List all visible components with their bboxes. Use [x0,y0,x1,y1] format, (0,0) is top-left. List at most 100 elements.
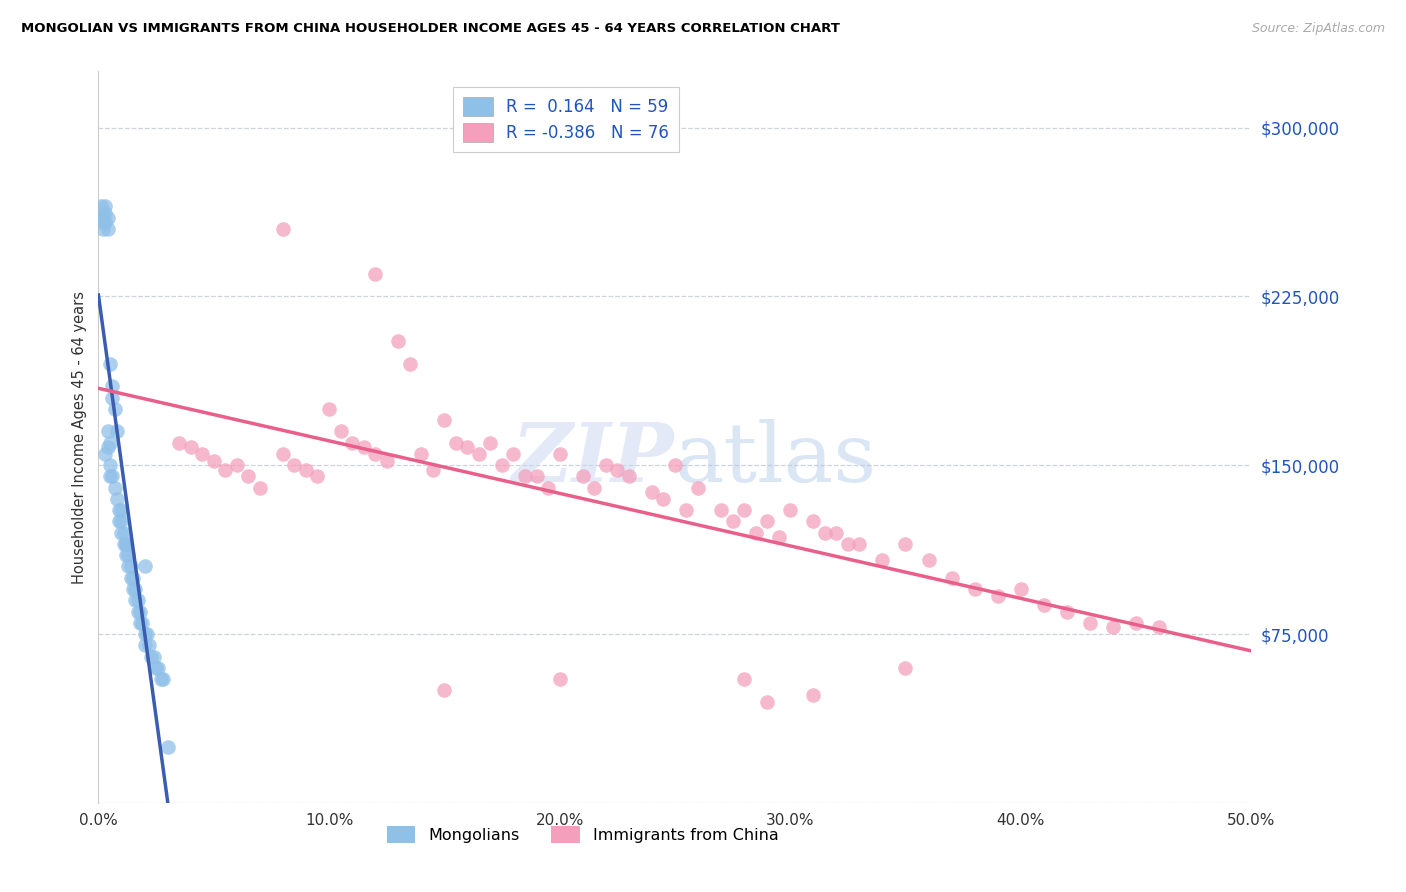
Point [756,515,779,529]
Text: Source: ZipAtlas.com: Source: ZipAtlas.com [1251,22,1385,36]
Point [963,582,986,596]
Point [117,559,139,574]
Point [1102,620,1125,634]
Point [595,458,617,473]
Point [1125,615,1147,630]
Point [411,447,433,461]
Point [468,447,491,461]
Point [148,661,170,675]
Point [110,515,132,529]
Point [120,559,142,574]
Point [1010,582,1032,596]
Point [548,447,571,461]
Point [103,481,125,495]
Point [97,222,120,236]
Point [122,571,145,585]
Point [686,481,709,495]
Point [180,440,202,454]
Point [375,453,398,467]
Point [768,530,790,544]
Point [606,463,628,477]
Point [91,211,114,225]
Point [152,672,174,686]
Point [814,525,837,540]
Point [97,440,120,454]
Point [97,425,120,439]
Point [307,469,329,483]
Point [894,537,917,551]
Point [353,440,375,454]
Point [91,222,114,236]
Point [127,593,149,607]
Point [117,548,139,562]
Point [444,435,467,450]
Point [134,627,156,641]
Point [167,435,190,450]
Point [135,627,157,641]
Point [941,571,963,585]
Point [191,447,214,461]
Point [105,491,128,506]
Point [583,481,606,495]
Point [110,503,132,517]
Point [202,453,225,467]
Text: MONGOLIAN VS IMMIGRANTS FROM CHINA HOUSEHOLDER INCOME AGES 45 - 64 YEARS CORRELA: MONGOLIAN VS IMMIGRANTS FROM CHINA HOUSE… [21,22,839,36]
Point [271,447,294,461]
Legend: Mongolians, Immigrants from China: Mongolians, Immigrants from China [380,820,785,850]
Point [134,638,156,652]
Point [491,458,513,473]
Point [433,683,456,698]
Point [91,215,114,229]
Point [364,447,387,461]
Point [433,413,456,427]
Point [271,222,294,236]
Point [848,537,870,551]
Point [617,469,640,483]
Point [422,463,444,477]
Point [97,211,120,225]
Point [129,615,152,630]
Point [721,515,744,529]
Point [149,672,172,686]
Point [733,503,755,517]
Point [249,481,271,495]
Point [101,469,124,483]
Text: ZIP: ZIP [512,419,675,499]
Point [98,357,121,371]
Point [502,447,524,461]
Point [917,553,939,567]
Point [129,605,152,619]
Point [110,525,132,540]
Point [318,401,340,416]
Point [837,537,859,551]
Point [872,553,894,567]
Point [675,503,697,517]
Point [141,649,163,664]
Point [225,458,247,473]
Point [756,694,779,708]
Point [98,458,121,473]
Point [1078,615,1101,630]
Point [779,503,801,517]
Point [138,638,160,652]
Point [101,379,124,393]
Point [513,469,536,483]
Point [115,537,138,551]
Text: atlas: atlas [675,419,877,499]
Point [108,515,131,529]
Point [131,615,153,630]
Y-axis label: Householder Income Ages 45 - 64 years: Householder Income Ages 45 - 64 years [72,291,87,583]
Point [214,463,236,477]
Point [156,739,179,754]
Point [112,525,135,540]
Point [127,605,149,619]
Point [94,199,117,213]
Point [456,440,478,454]
Point [987,589,1010,603]
Point [98,469,121,483]
Point [526,469,548,483]
Point [120,571,142,585]
Point [122,582,145,596]
Point [364,267,387,281]
Point [145,661,167,675]
